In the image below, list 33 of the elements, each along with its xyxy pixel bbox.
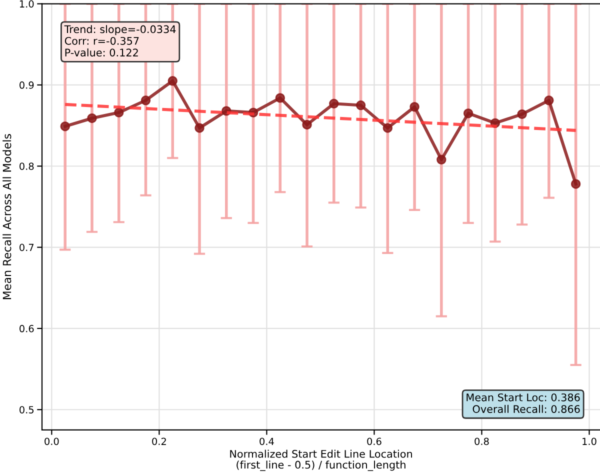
y-tick-label: 0.8 xyxy=(20,162,34,170)
x-tick-label: 0.4 xyxy=(260,438,274,446)
point xyxy=(168,76,178,86)
x-tick-label: 1.0 xyxy=(582,438,596,446)
annotation: Mean Start Loc: 0.386 Overall Recall: 0.866 xyxy=(466,393,580,413)
annotation: Trend: slope=-0.0334 Corr: r=-0.357 P-value: 0.122 xyxy=(64,25,176,56)
y-tick-label: 0.6 xyxy=(20,324,34,332)
point xyxy=(382,123,393,133)
x-tick-label: 0.6 xyxy=(367,438,382,446)
x-axis-title: Normalized Start Edit Line Location (first_line - 0.5) / function_length xyxy=(230,450,412,471)
point xyxy=(275,93,286,103)
point xyxy=(436,154,446,164)
point xyxy=(356,100,366,110)
point xyxy=(302,120,312,130)
y-tick-label: 0.7 xyxy=(20,244,34,252)
y-axis-title: Mean Recall Across All Models xyxy=(2,134,12,300)
point xyxy=(329,98,339,108)
point xyxy=(87,113,97,124)
y-tick-label: 0.5 xyxy=(20,406,34,414)
y-tick-label: 1.0 xyxy=(20,0,34,8)
point xyxy=(114,108,124,118)
point xyxy=(517,109,527,120)
x-tick-label: 0.8 xyxy=(474,438,489,446)
point xyxy=(544,96,554,106)
point xyxy=(463,108,474,118)
x-tick-label: 0.2 xyxy=(152,438,166,446)
point xyxy=(410,102,420,112)
y-tick-label: 0.9 xyxy=(20,81,34,89)
point xyxy=(140,96,151,106)
point xyxy=(570,179,581,189)
point xyxy=(194,123,204,133)
point xyxy=(60,121,70,132)
x-tick-label: 0.0 xyxy=(44,438,59,446)
